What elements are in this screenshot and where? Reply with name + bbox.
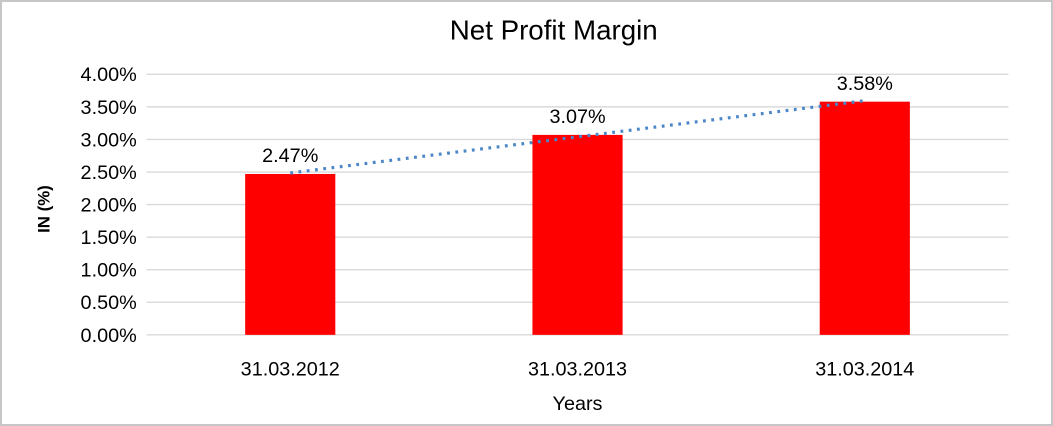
x-tick-label: 31.03.2012 <box>241 358 340 380</box>
y-tick-label: 1.50% <box>81 227 137 249</box>
y-tick-label: 1.00% <box>81 260 137 282</box>
bar <box>245 173 336 335</box>
data-labels: 2.47% 3.07% 3.58% <box>262 73 893 167</box>
bar-data-label: 3.07% <box>549 106 605 128</box>
y-tick-label: 3.50% <box>81 97 137 119</box>
x-axis-tick-labels: 31.03.2012 31.03.2013 31.03.2014 <box>241 358 915 380</box>
bar-data-label: 3.58% <box>837 73 893 95</box>
y-tick-label: 2.00% <box>81 195 137 217</box>
y-tick-label: 0.00% <box>81 325 137 347</box>
y-tick-label: 2.50% <box>81 162 137 184</box>
bar-data-label: 2.47% <box>262 145 318 167</box>
bar <box>532 134 623 335</box>
y-tick-label: 3.00% <box>81 129 137 151</box>
y-axis-tick-labels: 0.00% 0.50% 1.00% 1.50% 2.00% 2.50% 3.00% 3.50%… <box>81 64 137 347</box>
bar-series <box>245 101 910 335</box>
y-tick-label: 0.50% <box>81 292 137 314</box>
y-tick-label: 4.00% <box>81 64 137 86</box>
bar <box>819 101 910 335</box>
x-axis-title: Years <box>553 393 603 415</box>
x-tick-label: 31.03.2013 <box>528 358 627 380</box>
x-tick-label: 31.03.2014 <box>815 358 914 380</box>
chart-title: Net Profit Margin <box>450 15 658 46</box>
y-axis-title: IN (%) <box>35 185 54 233</box>
